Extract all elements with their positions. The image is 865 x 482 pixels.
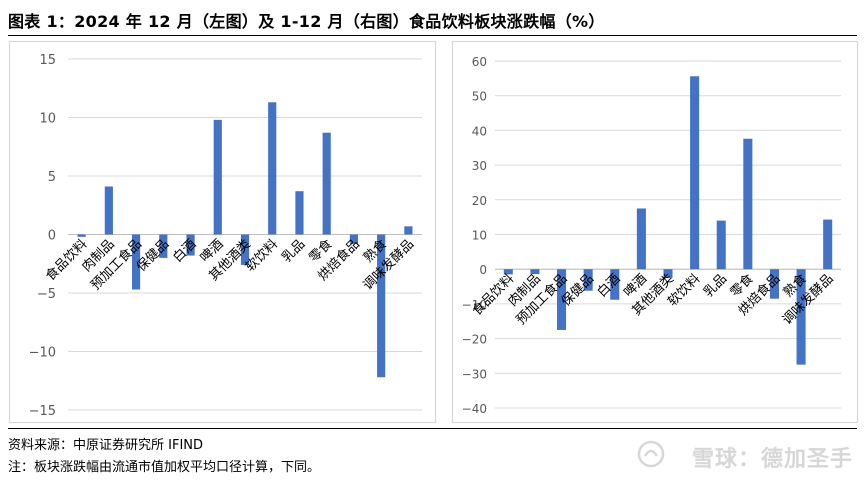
- right-y-tick-label: −20: [462, 333, 487, 347]
- left-bar-2: [131, 234, 141, 290]
- left-category-label: 白酒: [170, 236, 200, 266]
- right-bar-12: [823, 219, 833, 270]
- left-y-tick-label: −5: [37, 287, 56, 302]
- left-category-label: 调味发酵品: [360, 236, 417, 293]
- figure-title: 图表 1：2024 年 12 月（左图）及 1-12 月（右图）食品饮料板块涨跌…: [8, 12, 605, 31]
- left-bar-9: [322, 132, 331, 235]
- right-bar-chart: −40−30−20−100102030405060食品饮料肉制品预加工食品保健品…: [462, 55, 841, 416]
- left-bar-12: [404, 226, 413, 235]
- left-bar-10: [349, 234, 359, 244]
- left-y-tick-label: 15: [39, 53, 56, 68]
- right-y-tick-label: 0: [479, 263, 487, 277]
- right-y-tick-label: 50: [472, 90, 487, 104]
- watermark: 雪球：德加圣手: [691, 447, 853, 472]
- right-bar-4: [610, 269, 620, 300]
- right-bar-3: [583, 269, 593, 291]
- footer-rule: [8, 428, 857, 429]
- right-chart-panel: −40 −30 −20 −10 0 10 20 30 40 50 60 食品饮料 肉制品 预加工食品 保健品…: [452, 41, 858, 423]
- right-y-tick-label: 20: [472, 194, 487, 208]
- right-bar-1: [530, 269, 540, 275]
- right-y-tick-label: 40: [472, 124, 487, 138]
- left-y-tick-label: 10: [39, 112, 56, 127]
- right-y-tick-label: 30: [472, 159, 487, 173]
- right-y-tick-label: −10: [462, 298, 487, 312]
- right-category-label: 调味发酵品: [779, 271, 836, 328]
- right-bar-11: [796, 269, 806, 365]
- snowball-logo-icon: [637, 440, 665, 468]
- left-y-tick-label: −10: [29, 346, 56, 361]
- right-category-label: 乳品: [701, 271, 730, 300]
- left-y-tick-label: −15: [29, 404, 56, 419]
- source-note: 资料来源：中原证券研究所 IFIND: [8, 438, 204, 453]
- left-bar-0: [77, 234, 86, 237]
- left-bar-8: [295, 191, 304, 235]
- right-bar-9: [743, 138, 753, 270]
- right-bar-10: [769, 269, 779, 299]
- right-bar-6: [663, 269, 673, 278]
- right-y-tick-label: −30: [462, 367, 487, 381]
- right-bar-5: [636, 208, 646, 270]
- left-chart-panel: −15 −10 −5 0 5 10 15 食品饮料 肉制品 预加工食品 保健品 白酒 啤酒 其他酒类 软饮料…: [9, 41, 436, 423]
- right-y-tick-label: 60: [472, 55, 487, 69]
- left-bar-4: [186, 234, 195, 256]
- left-bar-1: [104, 186, 113, 235]
- title-underline: [8, 35, 857, 36]
- calc-note: 注：板块涨跌幅由流通市值加权平均口径计算，下同。: [8, 460, 321, 475]
- left-y-tick-label: 0: [48, 229, 56, 244]
- left-bar-chart: −15−10−5051015食品饮料肉制品预加工食品保健品白酒啤酒其他酒类软饮料…: [29, 53, 422, 419]
- right-bar-0: [503, 269, 513, 275]
- left-bar-6: [240, 234, 250, 265]
- left-y-tick-label: 5: [48, 170, 56, 185]
- right-y-tick-label: 10: [472, 229, 487, 243]
- left-bar-11: [377, 234, 386, 378]
- right-bar-8: [716, 220, 726, 270]
- right-bar-2: [557, 269, 567, 330]
- left-bar-7: [268, 102, 277, 235]
- left-bar-5: [213, 119, 222, 235]
- right-y-tick-label: −40: [462, 402, 487, 416]
- right-bar-7: [690, 76, 700, 270]
- left-category-label: 乳品: [279, 237, 308, 266]
- left-bar-3: [159, 234, 168, 258]
